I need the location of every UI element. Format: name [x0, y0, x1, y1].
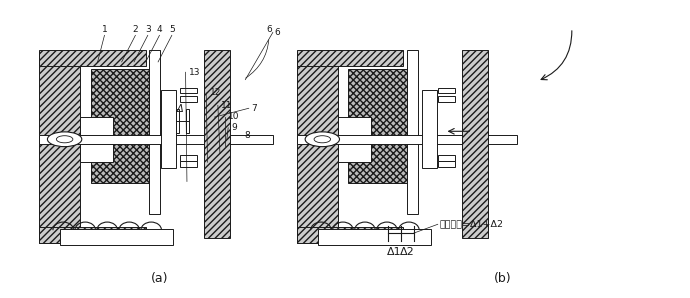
Bar [204, 50, 230, 238]
Bar [437, 156, 455, 161]
Circle shape [314, 136, 331, 143]
Bar [297, 52, 338, 243]
Bar [180, 162, 197, 167]
Bar [39, 227, 146, 243]
Text: 10: 10 [228, 112, 239, 121]
Text: Δ: Δ [177, 104, 184, 114]
Text: 13: 13 [189, 68, 201, 77]
Text: 7: 7 [251, 104, 257, 113]
Bar [90, 69, 149, 183]
Circle shape [57, 136, 73, 143]
Bar [422, 90, 437, 168]
Bar [338, 117, 371, 162]
Bar [39, 52, 81, 243]
Bar [81, 117, 113, 162]
Bar [161, 90, 176, 168]
Bar [176, 109, 179, 133]
Text: 11: 11 [221, 101, 233, 110]
Text: 2: 2 [132, 25, 138, 34]
Bar [407, 50, 418, 214]
Bar [437, 97, 455, 102]
Bar [60, 229, 173, 245]
Bar [297, 135, 517, 144]
Text: (b): (b) [494, 272, 512, 285]
Text: 6: 6 [246, 25, 272, 78]
Bar [180, 88, 197, 93]
Text: 8: 8 [244, 131, 250, 140]
Bar [297, 227, 404, 243]
Bar [297, 50, 404, 66]
Circle shape [305, 132, 339, 147]
Text: Δ2: Δ2 [400, 247, 415, 257]
Bar [149, 50, 160, 214]
Circle shape [48, 132, 82, 147]
Text: 5: 5 [169, 25, 175, 34]
Bar [437, 88, 455, 93]
Bar [180, 156, 197, 161]
Bar [317, 229, 431, 245]
Bar [39, 50, 146, 66]
Text: 12: 12 [210, 89, 221, 97]
Bar [462, 50, 488, 238]
Bar [348, 69, 407, 183]
Text: 3: 3 [145, 25, 150, 34]
Text: 6: 6 [274, 28, 280, 37]
Text: 4: 4 [157, 25, 162, 34]
Bar [437, 162, 455, 167]
Text: 9: 9 [232, 123, 237, 132]
Bar [39, 135, 273, 144]
Text: Δ1: Δ1 [387, 247, 402, 257]
Bar [180, 97, 197, 102]
Bar [186, 109, 189, 133]
Text: 分离间隙=Δ1+Δ2: 分离间隙=Δ1+Δ2 [439, 219, 503, 228]
Text: 1: 1 [101, 25, 108, 34]
Text: (a): (a) [150, 272, 168, 285]
